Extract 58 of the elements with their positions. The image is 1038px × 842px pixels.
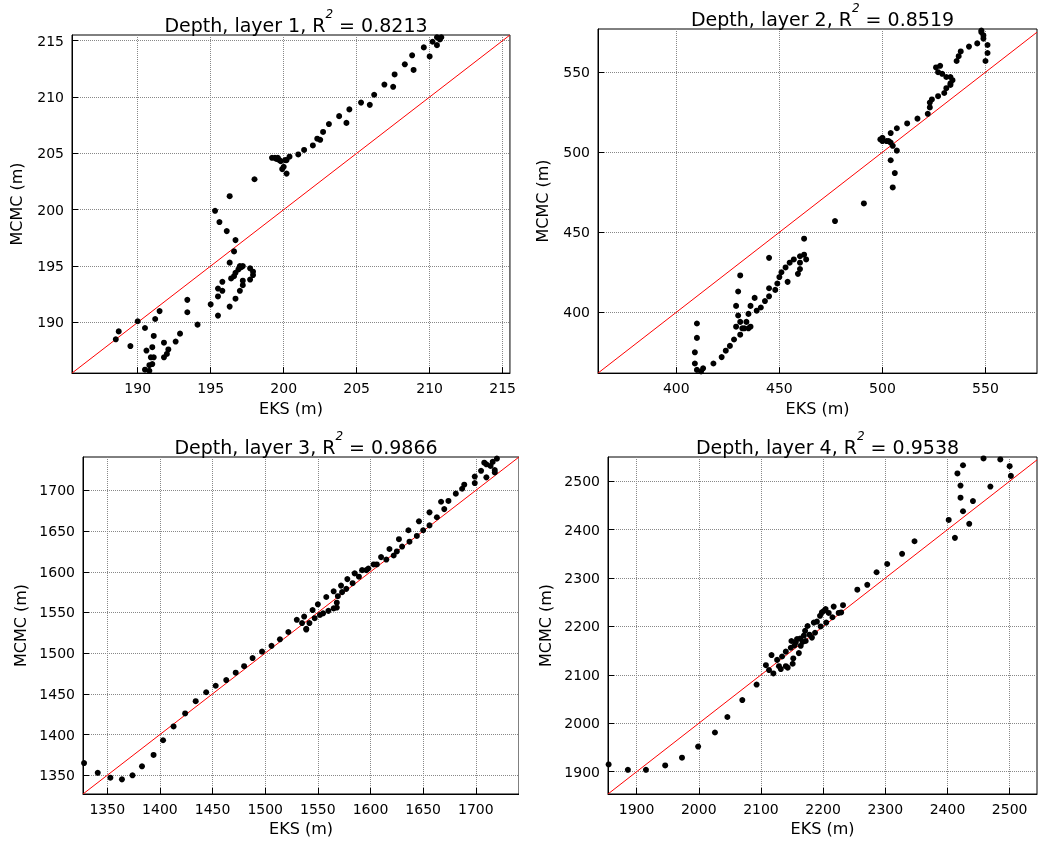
y-tick-label: 1350 (39, 767, 75, 784)
x-tick-label: 1400 (142, 801, 178, 817)
x-tick-label: 1550 (300, 801, 336, 817)
y-tick-label: 205 (37, 145, 64, 162)
y-tick-label: 1900 (564, 763, 600, 780)
x-tick-label: 2500 (991, 801, 1028, 817)
x-tick-label: 200 (270, 380, 298, 397)
y-tick-label: 2400 (564, 521, 600, 538)
y-tick-label: 2000 (564, 715, 600, 732)
y-tick-label: 1450 (39, 685, 75, 702)
x-tick-label: 1450 (194, 801, 231, 817)
y-tick-label: 1700 (39, 482, 75, 499)
x-tick-label: 2300 (867, 801, 904, 817)
y-tick-label: 2300 (564, 570, 600, 587)
x-tick-label: 195 (197, 380, 225, 397)
x-axis-title: EKS (m) (785, 398, 850, 418)
y-tick-label: 200 (37, 201, 64, 218)
x-axis-title: EKS (m) (790, 819, 855, 839)
x-tick-label: 550 (972, 380, 999, 397)
x-tick-label: 205 (343, 380, 371, 397)
x-tick-label: 215 (489, 380, 517, 397)
y-axis-title: MCMC (m) (532, 159, 552, 243)
x-tick-label: 400 (662, 380, 690, 397)
y-tick-label: 210 (37, 88, 64, 105)
x-tick-label: 1900 (618, 801, 655, 817)
y-tick-label: 195 (37, 258, 64, 275)
x-axis-title: EKS (m) (259, 398, 323, 418)
y-tick-label: 2100 (564, 666, 600, 683)
y-tick-label: 2500 (564, 473, 600, 490)
y-tick-label: 500 (563, 144, 590, 161)
x-tick-label: 2400 (929, 801, 966, 817)
x-tick-label: 450 (766, 380, 793, 397)
x-tick-label: 2100 (743, 801, 779, 817)
x-tick-label: 210 (416, 380, 444, 397)
y-tick-label: 190 (37, 314, 64, 331)
x-tick-label: 1500 (247, 801, 284, 817)
y-axis-title: MCMC (m) (10, 583, 30, 668)
y-tick-label: 1650 (39, 523, 75, 540)
x-tick-label: 1600 (352, 801, 389, 817)
y-axis-title: MCMC (m) (535, 583, 555, 668)
y-tick-label: 1600 (39, 563, 75, 580)
y-tick-label: 1550 (39, 604, 75, 621)
y-tick-label: 2200 (564, 618, 600, 635)
y-tick-label: 1500 (39, 645, 75, 662)
y-tick-label: 1400 (39, 726, 75, 743)
x-tick-label: 1650 (405, 801, 441, 817)
y-tick-label: 450 (563, 224, 590, 241)
x-tick-label: 190 (124, 380, 152, 397)
x-tick-label: 500 (869, 380, 896, 397)
x-tick-label: 2200 (805, 801, 841, 817)
x-tick-label: 1700 (458, 801, 494, 817)
y-axis-title: MCMC (m) (6, 162, 26, 246)
y-tick-label: 550 (563, 64, 590, 81)
x-tick-label: 2000 (680, 801, 717, 817)
x-tick-label: 1350 (89, 801, 126, 817)
x-axis-title: EKS (m) (269, 819, 333, 839)
y-tick-label: 215 (37, 32, 64, 49)
y-tick-label: 400 (563, 304, 590, 321)
